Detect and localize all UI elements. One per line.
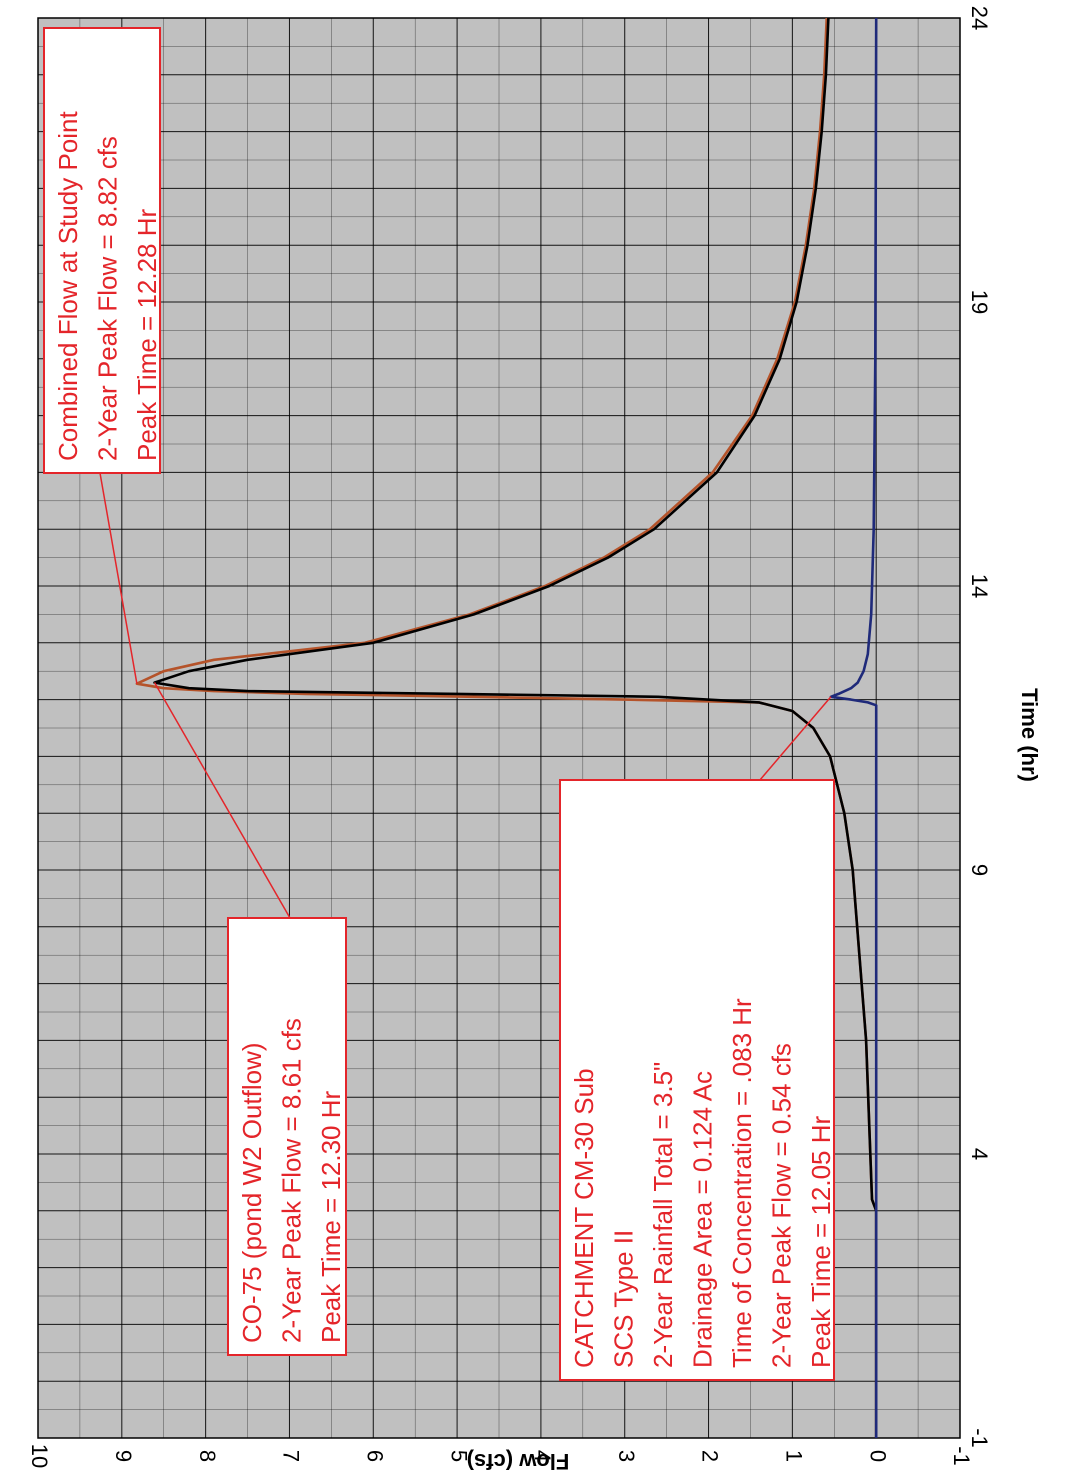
tick-labels: -1 4 9 14 19 24 -1 0 1 2 3 4 5 6 7 8 9 10 <box>27 6 992 1468</box>
annotation-box <box>559 779 835 1381</box>
y-tick-label: 3 <box>614 1450 639 1462</box>
annotation-text-line: Peak Time = 12.05 Hr <box>806 1115 836 1368</box>
annotation-text-line: Time of Concentration = .083 Hr <box>727 998 757 1368</box>
annotation-text-line: Drainage Area = 0.124 Ac <box>687 1071 717 1368</box>
x-tick-label: 9 <box>967 864 992 876</box>
annotation-text-line: Combined Flow at Study Point <box>53 110 83 461</box>
x-axis-title: Time (hr) <box>1017 688 1042 782</box>
annotation-boxes: Combined Flow at Study Point 2-Year Peak … <box>43 27 836 1381</box>
y-tick-label: 6 <box>362 1450 387 1462</box>
series-line-0 <box>153 17 878 1438</box>
annotation-text-line: 2-Year Peak Flow = 8.82 cfs <box>92 136 122 461</box>
annotation-leader-line <box>153 682 291 919</box>
y-tick-label: 0 <box>865 1450 890 1462</box>
annotation-box <box>43 27 161 474</box>
x-tick-label: 19 <box>967 290 992 314</box>
annotation-text-line: Peak Time = 12.28 Hr <box>132 208 162 461</box>
annotation-text-line: 2-Year Peak Flow = 8.61 cfs <box>276 1018 306 1343</box>
y-tick-label: 10 <box>27 1444 52 1468</box>
annotation-text-line: CATCHMENT CM-30 Sub <box>569 1068 599 1368</box>
y-tick-label: 7 <box>279 1450 304 1462</box>
y-axis-title: Flow (cfs) <box>467 1449 570 1471</box>
annotation-text-line: 2-Year Peak Flow = 0.54 cfs <box>766 1043 796 1368</box>
annotation-text-line: 2-Year Rainfall Total = 3.5" <box>648 1062 678 1368</box>
annotation-text-line: SCS Type II <box>608 1230 638 1368</box>
y-tick-label: 1 <box>782 1450 807 1462</box>
x-tick-label: 14 <box>967 574 992 598</box>
y-tick-label: -1 <box>949 1446 974 1466</box>
y-tick-label: 4 <box>530 1450 555 1462</box>
series-layer <box>135 17 878 1438</box>
annotation-leader-line <box>99 472 138 684</box>
series-line-2 <box>829 17 878 1438</box>
y-tick-label: 5 <box>446 1450 471 1462</box>
y-tick-label: 2 <box>698 1450 723 1462</box>
x-tick-label: 4 <box>967 1148 992 1160</box>
annotation-text-line: Peak Time = 12.30 Hr <box>316 1090 346 1343</box>
x-tick-label: -1 <box>967 1428 992 1448</box>
annotation-text-line: CO-75 (pond W2 Outflow) <box>237 1042 267 1343</box>
x-tick-label: 24 <box>967 6 992 30</box>
y-tick-label: 8 <box>195 1450 220 1462</box>
annotation-box <box>227 917 347 1356</box>
y-tick-label: 9 <box>111 1450 136 1462</box>
